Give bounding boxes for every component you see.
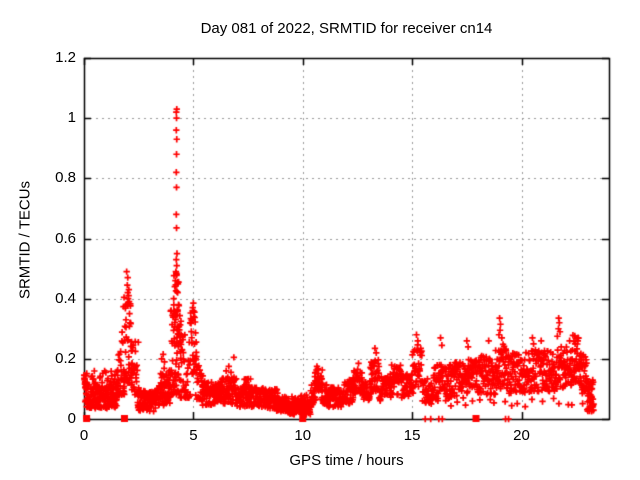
y-tick-label: 0 bbox=[67, 410, 76, 427]
x-tick-label: 15 bbox=[403, 427, 421, 444]
x-tick-label: 5 bbox=[189, 427, 198, 444]
x-tick-label: 10 bbox=[294, 427, 312, 444]
y-tick-label: 0.2 bbox=[55, 349, 76, 367]
x-axis-label: GPS time / hours bbox=[289, 452, 404, 469]
y-tick-label: 0.4 bbox=[55, 289, 76, 307]
x-tick-label: 20 bbox=[513, 427, 530, 444]
y-tick-label: 1 bbox=[67, 109, 76, 127]
y-tick-label: 0.8 bbox=[55, 169, 76, 187]
x-tick-label: 0 bbox=[79, 427, 89, 444]
y-tick-label: 0.6 bbox=[55, 229, 76, 247]
y-tick-label: 1.2 bbox=[55, 49, 76, 66]
chart-title: Day 081 of 2022, SRMTID for receiver cn1… bbox=[200, 20, 493, 37]
